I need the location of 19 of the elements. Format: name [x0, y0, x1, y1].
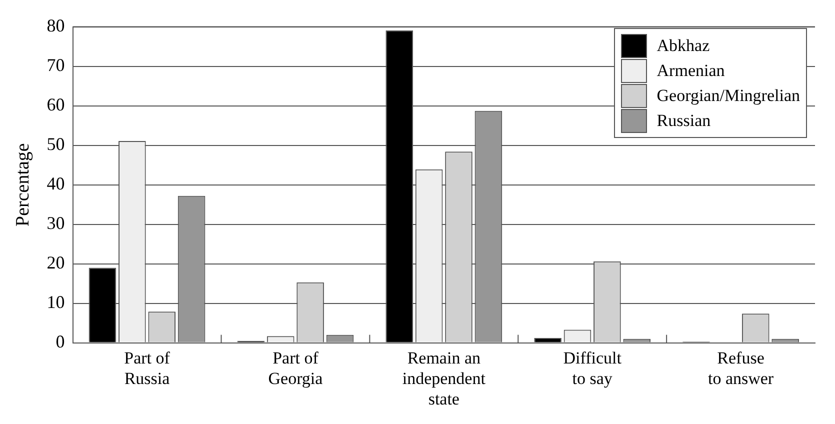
legend-label: Abkhaz [656, 36, 710, 56]
y-axis-title: Percentage [12, 143, 34, 226]
legend-label: Russian [656, 110, 711, 130]
y-tick-label: 60 [46, 94, 65, 115]
x-tick-label: Part of Russia [124, 348, 170, 388]
y-tick-label: 0 [56, 332, 65, 352]
y-tick-label: 40 [46, 174, 65, 194]
y-tick-label: 10 [46, 292, 65, 312]
y-tick-label: 20 [46, 252, 65, 273]
legend-label: Armenian [656, 60, 725, 80]
x-tick-label: Part of Georgia [268, 348, 324, 388]
legend-label: Georgian/Mingrelian [656, 86, 800, 106]
y-tick-label: 80 [46, 16, 65, 36]
x-tick-label: Refuse to answer [708, 348, 774, 388]
x-tick-label: Remain an independent state [402, 348, 486, 408]
y-tick-label: 30 [46, 213, 65, 234]
y-tick-label: 70 [46, 55, 65, 76]
x-tick-label: Difficult to say [563, 348, 622, 388]
y-tick-label: 50 [46, 134, 65, 154]
